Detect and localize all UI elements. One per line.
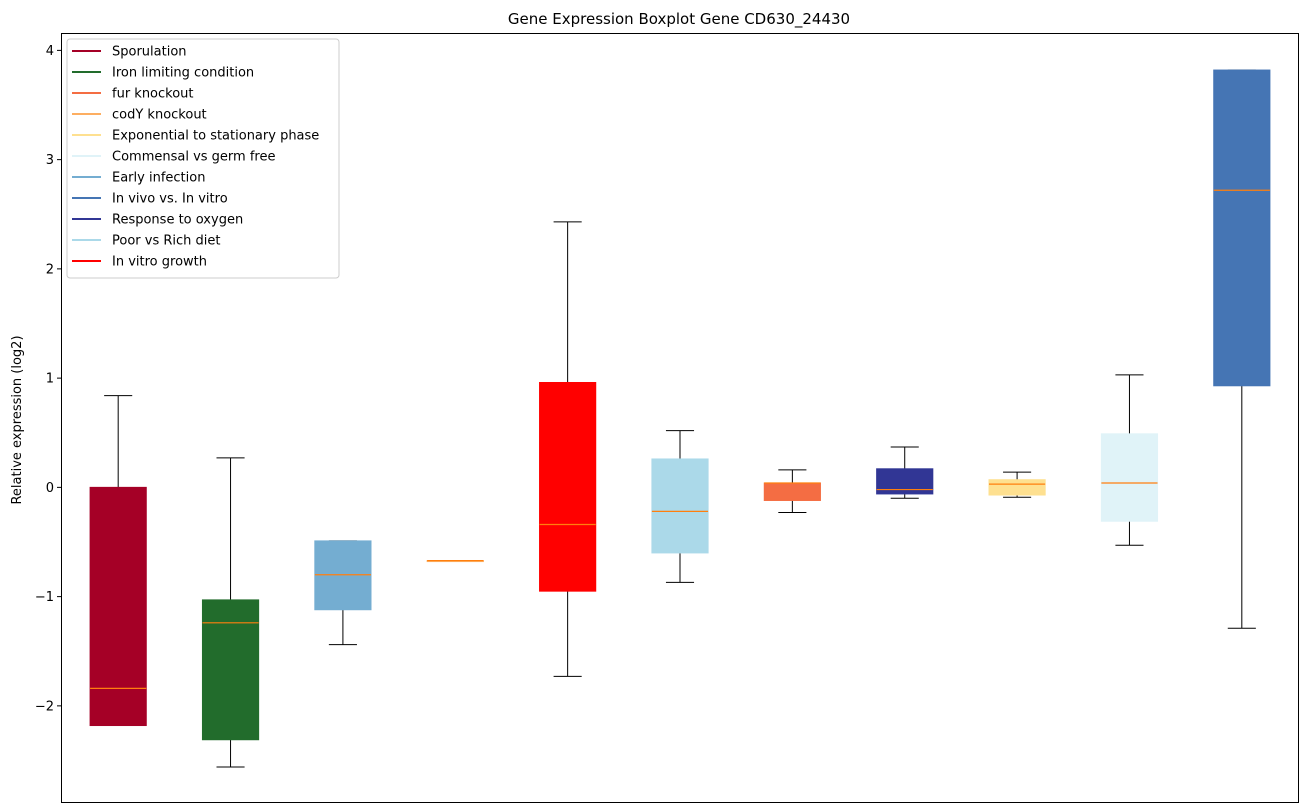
box-7: [763, 469, 821, 513]
legend-label: In vitro growth: [112, 255, 207, 270]
y-tick-label: 3: [46, 153, 54, 168]
legend-label: Sporulation: [112, 45, 187, 60]
y-tick-label: 4: [46, 44, 54, 59]
box-5: [539, 221, 597, 677]
legend-entry: codY knockout: [72, 108, 207, 123]
legend-label: Iron limiting condition: [112, 66, 254, 81]
box-10: [1100, 374, 1159, 546]
y-tick-label: 2: [46, 262, 54, 277]
legend-entry: Commensal vs germ free: [72, 150, 275, 165]
box-rect: [988, 479, 1046, 496]
y-tick-label: 1: [46, 372, 54, 387]
plot-frame: [61, 33, 1299, 803]
legend-entry: Sporulation: [72, 45, 187, 60]
box-rect: [1100, 433, 1159, 522]
legend-label: Response to oxygen: [112, 213, 243, 228]
box-rect: [539, 381, 597, 592]
box-4: [426, 559, 484, 563]
y-axis: −2 −1 0 1 2 3 4: [35, 44, 62, 714]
legend-entry: Early infection: [72, 171, 205, 186]
legend-entry: In vivo vs. In vitro: [72, 192, 228, 207]
legend-label: Early infection: [112, 171, 205, 186]
legend-entry: Response to oxygen: [72, 213, 243, 228]
box-9: [988, 471, 1046, 498]
legend-entry: Poor vs Rich diet: [72, 234, 220, 249]
box-rect: [201, 599, 260, 741]
y-tick-label: −1: [35, 590, 54, 605]
box-rect: [1213, 69, 1271, 387]
legend-label: codY knockout: [112, 108, 207, 123]
legend-entry: Exponential to stationary phase: [72, 129, 319, 144]
box-rect: [89, 486, 147, 727]
legend-label: Poor vs Rich diet: [112, 234, 220, 249]
chart-title: Gene Expression Boxplot Gene CD630_24430: [508, 10, 850, 29]
legend-entry: In vitro growth: [72, 255, 207, 270]
box-1: [89, 395, 147, 727]
legend: Sporulation Iron limiting condition fur kn…: [66, 38, 340, 279]
legend-label: In vivo vs. In vitro: [112, 192, 228, 207]
y-axis-label: Relative expression (log2): [10, 335, 25, 504]
legend-label: fur knockout: [112, 87, 194, 102]
box-11: [1213, 69, 1271, 629]
boxes-layer: [89, 69, 1271, 768]
legend-label: Commensal vs germ free: [112, 150, 275, 165]
box-8: [876, 446, 934, 499]
box-rect: [763, 482, 821, 501]
y-tick-label: 0: [46, 481, 54, 496]
legend-frame: [66, 38, 340, 279]
legend-entry: Iron limiting condition: [72, 66, 254, 81]
box-2: [201, 457, 260, 768]
box-rect: [651, 458, 709, 554]
box-3: [314, 540, 372, 646]
box-6: [651, 430, 709, 583]
y-tick-label: −2: [35, 699, 54, 714]
legend-label: Exponential to stationary phase: [112, 129, 319, 144]
box-rect: [876, 468, 934, 495]
legend-entry: fur knockout: [72, 87, 194, 102]
